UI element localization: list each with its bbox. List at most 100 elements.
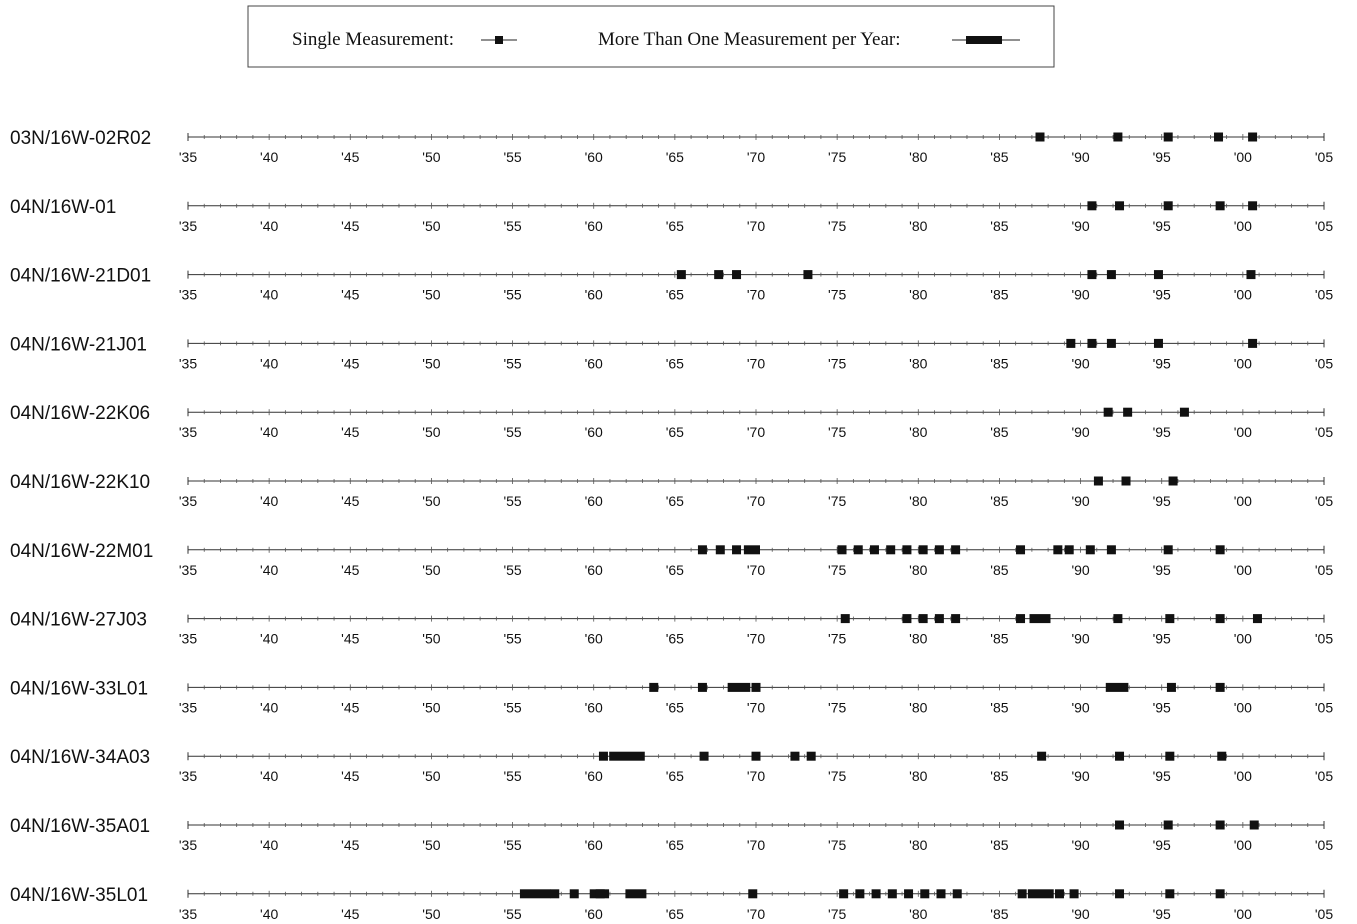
single-measurement-marker <box>1121 476 1131 486</box>
well-row: 04N/16W-33L01 '35 '40 '45 '50 '55 '60 '65 '70 '75… <box>10 678 1333 715</box>
x-tick-label: '85 <box>990 631 1008 647</box>
well-row: 04N/16W-21D01 '35 '40 '45 '50 '55 '60 '65 '70 '75… <box>10 266 1333 303</box>
legend: Single Measurement: More Than One Measur… <box>247 5 1055 68</box>
x-tick-label: '00 <box>1234 424 1252 440</box>
single-measurement-marker <box>1163 201 1173 211</box>
well-row: 04N/16W-01 '35 '40 '45 '50 '55 '60 '65 '70 '75 '80… <box>10 197 1333 234</box>
x-tick-label: '00 <box>1234 837 1252 853</box>
x-tick-label: '40 <box>260 768 278 784</box>
x-tick-label: '65 <box>666 837 684 853</box>
single-measurement-marker <box>1215 614 1225 624</box>
single-measurement-marker <box>1064 545 1074 555</box>
x-tick-label: '55 <box>503 355 521 371</box>
single-measurement-marker <box>732 270 742 280</box>
x-tick-label: '00 <box>1234 699 1252 715</box>
x-tick-label: '05 <box>1315 768 1333 784</box>
x-tick-label: '65 <box>666 493 684 509</box>
single-measurement-marker <box>748 889 758 899</box>
x-tick-label: '75 <box>828 149 846 165</box>
single-measurement-marker <box>1093 476 1103 486</box>
single-measurement-marker <box>1215 820 1225 830</box>
x-tick-label: '05 <box>1315 699 1333 715</box>
single-measurement-marker <box>952 889 962 899</box>
well-row: 04N/16W-27J03 '35 '40 '45 '50 '55 '60 '65 '70 '75… <box>10 610 1333 647</box>
well-label: 04N/16W-21J01 <box>10 334 147 355</box>
x-tick-label: '40 <box>260 699 278 715</box>
single-measurement-marker <box>1115 820 1125 830</box>
single-measurement-marker <box>715 545 725 555</box>
x-tick-label: '90 <box>1071 218 1089 234</box>
x-tick-label: '75 <box>828 424 846 440</box>
x-tick-label: '70 <box>747 837 765 853</box>
single-measurement-marker <box>697 545 707 555</box>
legend-box <box>247 5 1055 68</box>
single-measurement-marker <box>1214 132 1224 142</box>
single-measurement-marker <box>904 889 914 899</box>
x-tick-label: '45 <box>341 355 359 371</box>
x-tick-label: '70 <box>747 149 765 165</box>
x-tick-label: '95 <box>1153 287 1171 303</box>
x-tick-label: '00 <box>1234 218 1252 234</box>
x-tick-label: '45 <box>341 768 359 784</box>
x-tick-label: '65 <box>666 149 684 165</box>
x-tick-label: '35 <box>179 631 197 647</box>
well-label: 04N/16W-01 <box>10 197 116 218</box>
legend-marker-multi <box>952 36 1020 44</box>
x-tick-label: '05 <box>1315 493 1333 509</box>
single-measurement-marker <box>886 545 896 555</box>
x-tick-label: '35 <box>179 149 197 165</box>
single-measurement-marker <box>1106 338 1116 348</box>
single-measurement-marker <box>1165 614 1175 624</box>
x-tick-label: '75 <box>828 631 846 647</box>
x-tick-label: '95 <box>1153 906 1171 922</box>
x-tick-label: '35 <box>179 493 197 509</box>
x-tick-label: '85 <box>990 837 1008 853</box>
x-tick-label: '60 <box>585 493 603 509</box>
x-tick-label: '85 <box>990 218 1008 234</box>
x-tick-label: '40 <box>260 287 278 303</box>
single-measurement-marker <box>1215 201 1225 211</box>
well-label: 04N/16W-27J03 <box>10 610 147 631</box>
x-tick-label: '50 <box>422 287 440 303</box>
x-tick-label: '75 <box>828 355 846 371</box>
well-label: 04N/16W-35L01 <box>10 885 148 906</box>
x-tick-label: '60 <box>585 149 603 165</box>
single-measurement-marker <box>934 545 944 555</box>
x-tick-label: '05 <box>1315 631 1333 647</box>
single-measurement-marker <box>902 545 912 555</box>
single-measurement-marker <box>1246 270 1256 280</box>
single-measurement-marker <box>1217 751 1227 761</box>
multi-measurement-bar <box>1029 614 1051 624</box>
single-measurement-marker <box>1017 889 1027 899</box>
x-tick-label: '80 <box>909 493 927 509</box>
x-tick-label: '90 <box>1071 149 1089 165</box>
single-measurement-marker <box>934 614 944 624</box>
multi-measurement-bar <box>1027 889 1054 899</box>
x-tick-label: '60 <box>585 631 603 647</box>
single-measurement-marker <box>676 270 686 280</box>
x-tick-label: '55 <box>503 699 521 715</box>
x-tick-label: '45 <box>341 837 359 853</box>
x-tick-label: '40 <box>260 355 278 371</box>
x-tick-label: '45 <box>341 218 359 234</box>
single-measurement-marker <box>790 751 800 761</box>
well-rows: 03N/16W-02R02 '35 '40 '45 '50 '55 '60 '65 '70 '75… <box>10 128 1333 922</box>
x-tick-label: '70 <box>747 768 765 784</box>
x-tick-label: '00 <box>1234 631 1252 647</box>
single-measurement-marker <box>714 270 724 280</box>
multi-measurement-bar <box>609 751 645 761</box>
single-measurement-marker <box>1249 820 1259 830</box>
single-measurement-marker <box>1113 132 1123 142</box>
x-tick-label: '80 <box>909 906 927 922</box>
x-tick-label: '55 <box>503 837 521 853</box>
x-tick-label: '00 <box>1234 768 1252 784</box>
x-tick-label: '70 <box>747 906 765 922</box>
single-measurement-marker <box>1123 407 1133 417</box>
x-tick-label: '50 <box>422 631 440 647</box>
single-measurement-marker <box>918 614 928 624</box>
x-tick-label: '60 <box>585 287 603 303</box>
x-tick-label: '55 <box>503 631 521 647</box>
single-measurement-marker <box>902 614 912 624</box>
x-tick-label: '00 <box>1234 493 1252 509</box>
x-tick-label: '05 <box>1315 837 1333 853</box>
